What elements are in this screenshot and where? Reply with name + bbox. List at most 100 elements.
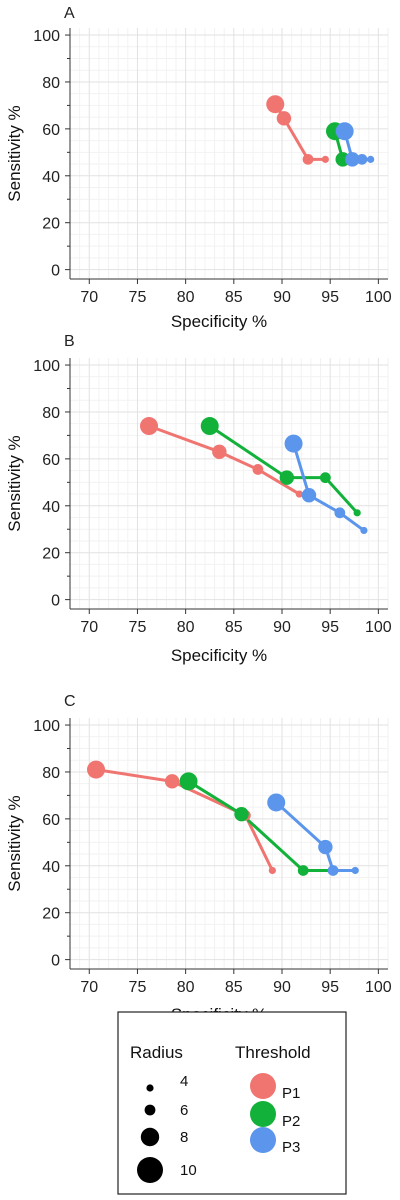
x-tick-label: 85 [225,979,243,996]
legend-radius-label: 4 [180,1073,188,1090]
y-tick-label: 0 [51,593,60,610]
data-point-P3 [301,488,317,503]
data-point-P2 [297,865,309,876]
legend-radius-label: 10 [180,1162,197,1179]
data-point-P1 [87,760,106,779]
x-tick-label: 100 [365,619,392,636]
x-tick-label: 100 [365,979,392,996]
x-tick-label: 95 [321,979,339,996]
data-point-P3 [351,866,359,875]
y-axis-title: Sensitivity % [5,795,24,891]
x-axis-title: Specificity % [171,312,267,331]
legend-threshold-label: P1 [282,1085,300,1102]
data-point-P3 [327,865,339,876]
legend-radius-label: 8 [180,1129,188,1146]
y-tick-label: 60 [42,452,60,469]
data-point-P3 [334,507,346,519]
y-axis-title: Sensitivity % [5,435,24,531]
x-tick-label: 95 [321,289,339,306]
data-point-P1 [302,153,314,165]
y-tick-label: 80 [42,75,60,92]
panel-label: B [64,333,75,350]
x-tick-label: 70 [80,979,98,996]
legend-radius-marker [144,1104,156,1116]
y-tick-label: 100 [33,718,60,735]
x-tick-label: 95 [321,619,339,636]
x-tick-label: 70 [80,289,98,306]
data-point-P3 [345,152,360,167]
x-tick-label: 80 [177,619,195,636]
x-tick-label: 70 [80,619,98,636]
panel-label: A [64,5,75,22]
data-point-P1 [266,95,285,114]
data-point-P1 [140,417,159,436]
series-line-P3 [292,443,365,532]
legend-threshold-label: P3 [282,1139,300,1156]
data-point-P1 [268,866,276,875]
x-tick-label: 75 [129,979,147,996]
y-tick-label: 0 [51,263,60,280]
x-tick-label: 85 [225,289,243,306]
y-tick-label: 100 [33,358,60,375]
legend-radius-marker [140,1127,160,1147]
y-tick-label: 20 [42,546,60,563]
x-tick-label: 75 [129,289,147,306]
x-tick-label: 90 [273,619,291,636]
chart-panel-C: C707580859095100020406080100Specificity … [5,693,392,1024]
data-point-P2 [200,417,219,436]
chart-panel-A: A 70 75 80 85 90 95 100 0 20 40 60 80 100 Specificity … [5,5,392,331]
x-tick-label: 90 [273,979,291,996]
data-point-P2 [279,470,295,485]
y-tick-label: 100 [33,28,60,45]
data-point-P3 [367,155,375,163]
data-point-P1 [212,444,227,460]
y-tick-label: 60 [42,122,60,139]
legend-radius-marker [146,1084,154,1092]
data-point-P1 [321,155,329,163]
panel-label: C [64,693,76,710]
data-point-P3 [318,839,333,855]
data-point-P3 [356,153,368,165]
series-line-P1 [148,424,301,496]
y-tick-label: 60 [42,812,60,829]
data-point-P1 [276,111,292,126]
legend: Radius Threshold 4 6 8 10 P1 P2 P3 [117,1011,347,1195]
x-tick-label: 100 [365,289,392,306]
data-point-P3 [360,526,368,535]
y-tick-label: 80 [42,405,60,422]
x-tick-label: 85 [225,619,243,636]
y-tick-label: 40 [42,859,60,876]
data-point-P1 [295,490,303,498]
series-line-P2 [187,780,333,872]
y-axis-title: Sensitivity % [5,105,24,201]
chart-panel-B: B 70 75 80 85 90 95 100 0 20 40 60 80 100 Specificity … [5,333,392,665]
legend-threshold-marker-P1 [250,1073,276,1099]
data-point-P2 [179,772,198,791]
x-tick-label: 80 [177,289,195,306]
data-point-P3 [284,434,303,453]
data-point-P3 [335,122,354,141]
series-line-P2 [208,424,359,514]
legend-threshold-marker-P2 [250,1101,276,1127]
x-tick-label: 75 [129,619,147,636]
series-line-P3 [275,801,356,872]
y-tick-label: 80 [42,765,60,782]
data-point-P1 [252,464,264,475]
legend-threshold-marker-P3 [250,1127,276,1153]
legend-threshold-label: P2 [282,1113,300,1130]
data-point-P3 [267,793,286,812]
data-point-P2 [234,806,249,822]
y-tick-label: 20 [42,906,60,923]
data-point-P2 [319,472,331,484]
x-tick-label: 80 [177,979,195,996]
data-point-P1 [164,774,180,789]
data-point-P2 [353,509,361,517]
y-tick-label: 0 [51,953,60,970]
series-line-P1 [95,768,274,872]
y-tick-label: 40 [42,169,60,186]
legend-radius-label: 6 [180,1102,188,1119]
x-axis-title: Specificity % [171,646,267,665]
legend-radius-title: Radius [130,1043,183,1062]
legend-radius-marker [137,1157,163,1183]
